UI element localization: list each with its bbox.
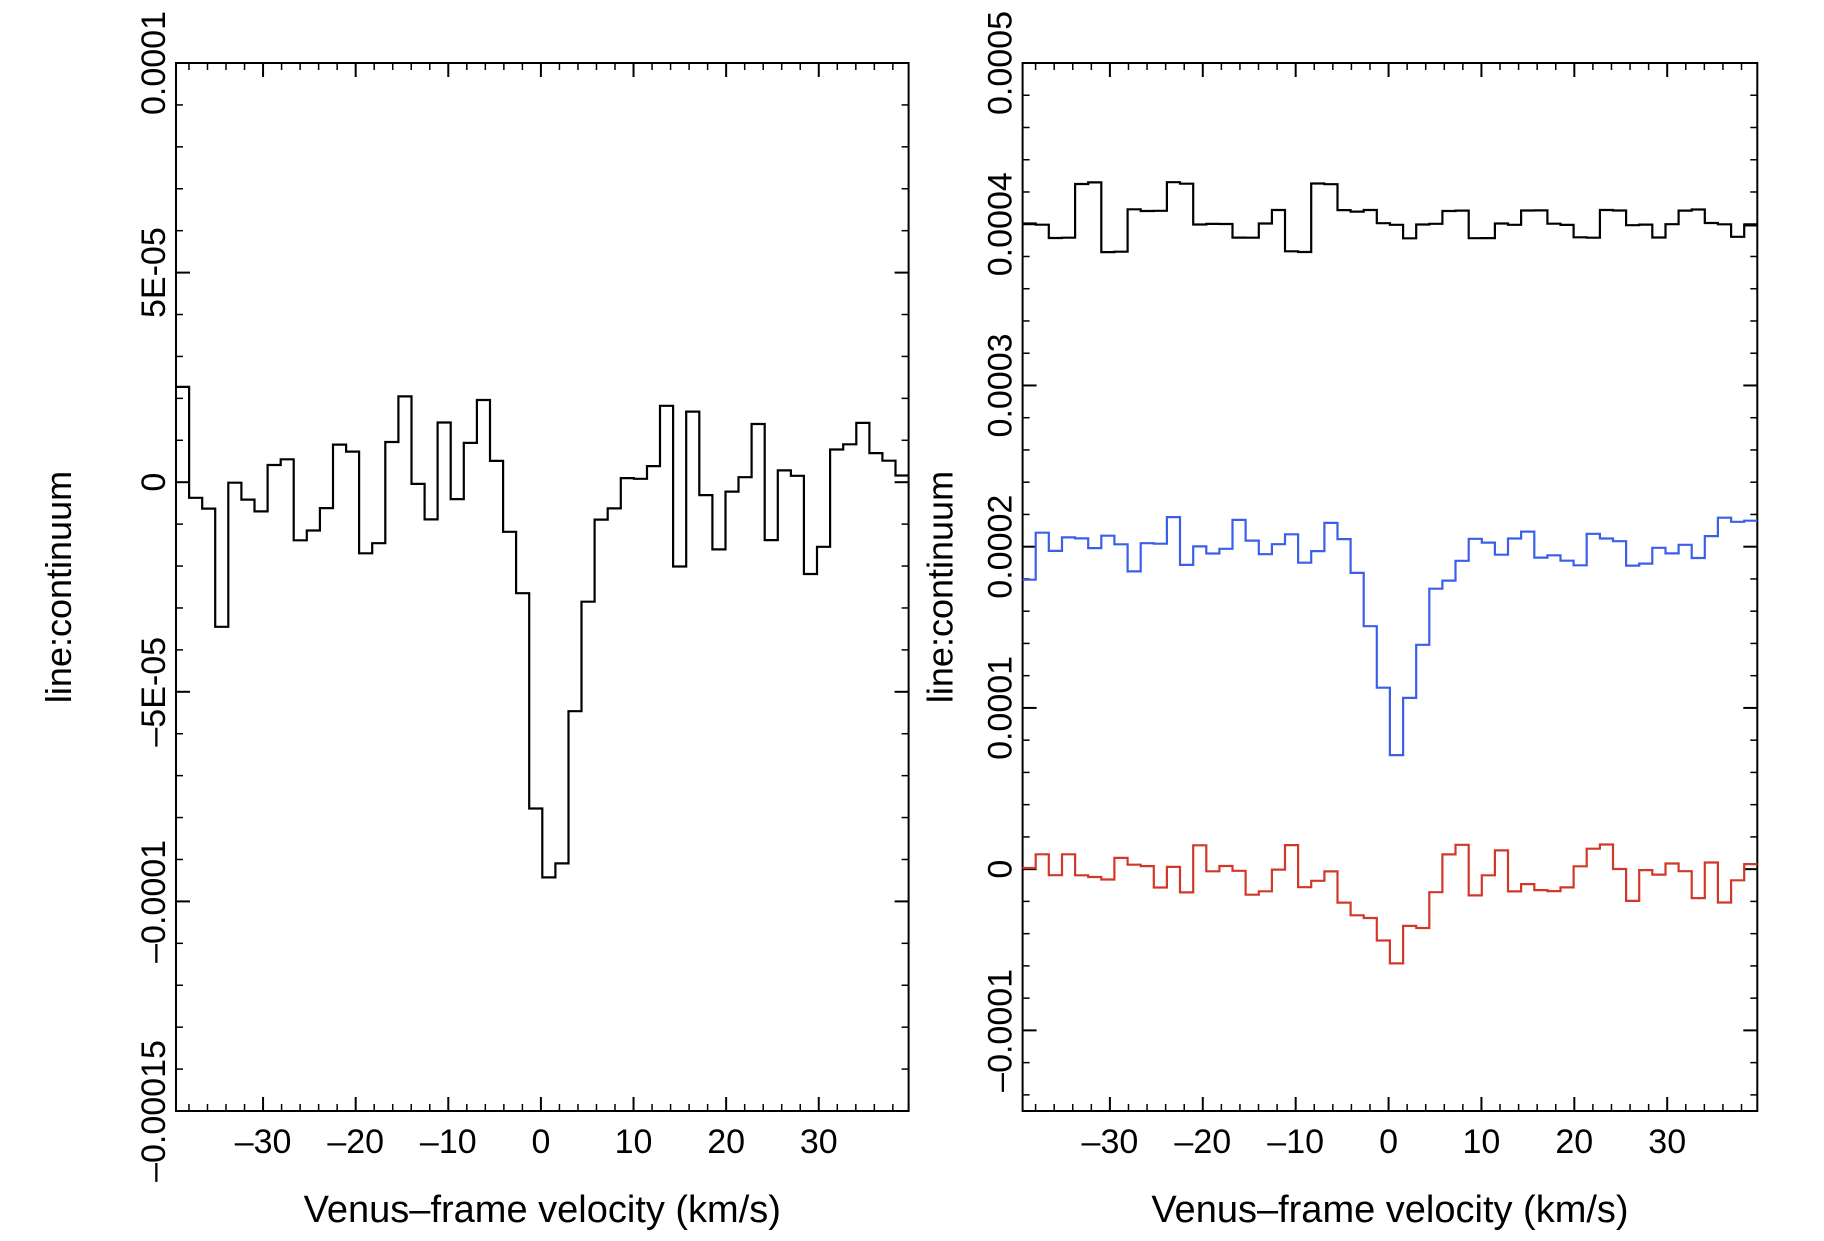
- svg-text:Venus–frame velocity (km/s): Venus–frame velocity (km/s): [1151, 1189, 1628, 1231]
- svg-text:5E-05: 5E-05: [135, 227, 173, 318]
- svg-text:–0.0001: –0.0001: [982, 969, 1020, 1092]
- svg-text:30: 30: [800, 1123, 838, 1161]
- svg-text:0.0003: 0.0003: [982, 333, 1020, 437]
- svg-text:–30: –30: [235, 1123, 292, 1161]
- svg-text:0: 0: [1379, 1123, 1398, 1161]
- svg-text:Venus–frame velocity (km/s): Venus–frame velocity (km/s): [304, 1189, 781, 1231]
- svg-text:line:continuum: line:continuum: [920, 471, 961, 703]
- svg-text:–10: –10: [420, 1123, 477, 1161]
- svg-text:line:continuum: line:continuum: [38, 471, 79, 703]
- svg-text:0.0001: 0.0001: [982, 656, 1020, 760]
- svg-text:0: 0: [982, 860, 1020, 879]
- svg-text:0.0004: 0.0004: [982, 172, 1020, 276]
- svg-text:–20: –20: [327, 1123, 384, 1161]
- svg-text:0.0001: 0.0001: [135, 11, 173, 115]
- svg-text:10: 10: [1463, 1123, 1501, 1161]
- svg-text:–0.0001: –0.0001: [135, 840, 173, 963]
- svg-text:–10: –10: [1267, 1123, 1324, 1161]
- svg-text:–30: –30: [1082, 1123, 1139, 1161]
- svg-text:20: 20: [1555, 1123, 1593, 1161]
- svg-text:0.0002: 0.0002: [982, 495, 1020, 599]
- svg-text:–20: –20: [1174, 1123, 1231, 1161]
- svg-text:0: 0: [531, 1123, 550, 1161]
- svg-text:0.0005: 0.0005: [982, 11, 1020, 115]
- svg-text:0: 0: [135, 473, 173, 492]
- svg-text:–0.00015: –0.00015: [135, 1040, 173, 1182]
- svg-text:–5E-05: –5E-05: [135, 637, 173, 747]
- svg-text:10: 10: [615, 1123, 653, 1161]
- svg-text:20: 20: [707, 1123, 745, 1161]
- svg-text:30: 30: [1648, 1123, 1686, 1161]
